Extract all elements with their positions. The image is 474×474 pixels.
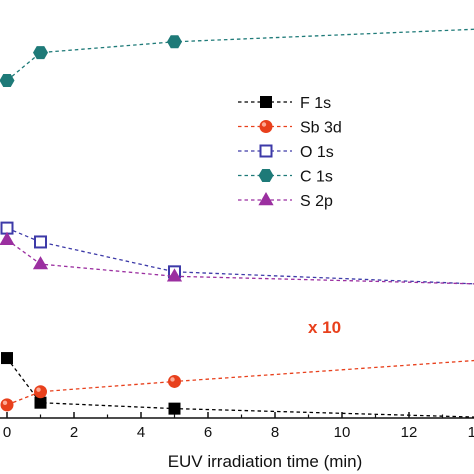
- x-tick-label: 10: [334, 424, 351, 441]
- legend-label: C 1s: [300, 169, 333, 186]
- data-point-s-2p: [32, 256, 49, 270]
- series-o-1s: [0, 221, 474, 285]
- scale-annotation: x 10: [308, 318, 341, 337]
- series-c-1s: [0, 28, 474, 87]
- data-point-s-2p: [166, 268, 183, 282]
- legend-item-c-1s: C 1s: [238, 169, 333, 186]
- data-point-sb-3d: [0, 398, 14, 412]
- data-point-c-1s: [167, 35, 182, 49]
- legend-label: O 1s: [300, 144, 334, 161]
- data-point-c-1s: [0, 74, 15, 87]
- legend-marker: [259, 144, 273, 158]
- series-line-sb-3d: [6, 359, 474, 406]
- series-f-1s: [1, 352, 474, 418]
- x-axis: 0 2 4 6 8 10 12 14: [0, 412, 474, 441]
- legend-label: Sb 3d: [300, 120, 342, 137]
- legend-marker: [258, 192, 274, 206]
- data-point-o-1s: [34, 235, 47, 249]
- data-point-c-1s: [33, 46, 48, 60]
- data-point-sb-3d: [168, 374, 181, 388]
- data-point-f-1s: [34, 396, 47, 409]
- data-point-s-2p: [0, 231, 15, 245]
- legend-item-s-2p: S 2p: [238, 192, 333, 210]
- x-axis-label: EUV irradiation time (min): [168, 452, 363, 471]
- legend-label: F 1s: [300, 95, 331, 112]
- x-tick-label: 14: [468, 424, 474, 441]
- legend-marker: [260, 96, 272, 108]
- series-s-2p: [0, 231, 474, 285]
- data-point-f-1s: [1, 352, 13, 365]
- x-tick-label: 12: [401, 424, 418, 441]
- x-tick-label: 6: [204, 424, 212, 441]
- data-point-f-1s: [168, 402, 181, 415]
- legend: F 1s Sb 3d O 1s C 1s S 2p: [238, 95, 342, 210]
- series-line-c-1s: [6, 28, 474, 81]
- x-tick-label: 0: [3, 424, 11, 441]
- series-line-o-1s: [6, 227, 474, 285]
- x-tick-label: 4: [137, 424, 145, 441]
- legend-item-sb-3d: Sb 3d: [238, 120, 342, 137]
- legend-label: S 2p: [300, 193, 333, 210]
- x-tick-label: 8: [271, 424, 279, 441]
- legend-marker: [259, 120, 273, 133]
- x-tick-label: 2: [70, 424, 78, 441]
- series-line-s-2p: [6, 239, 474, 285]
- series-sb-3d: [0, 359, 474, 412]
- series-line-f-1s: [6, 357, 474, 418]
- legend-item-o-1s: O 1s: [238, 144, 334, 161]
- series-layer: [0, 28, 474, 418]
- data-point-sb-3d: [34, 385, 47, 399]
- legend-marker: [258, 169, 274, 182]
- legend-item-f-1s: F 1s: [238, 95, 331, 112]
